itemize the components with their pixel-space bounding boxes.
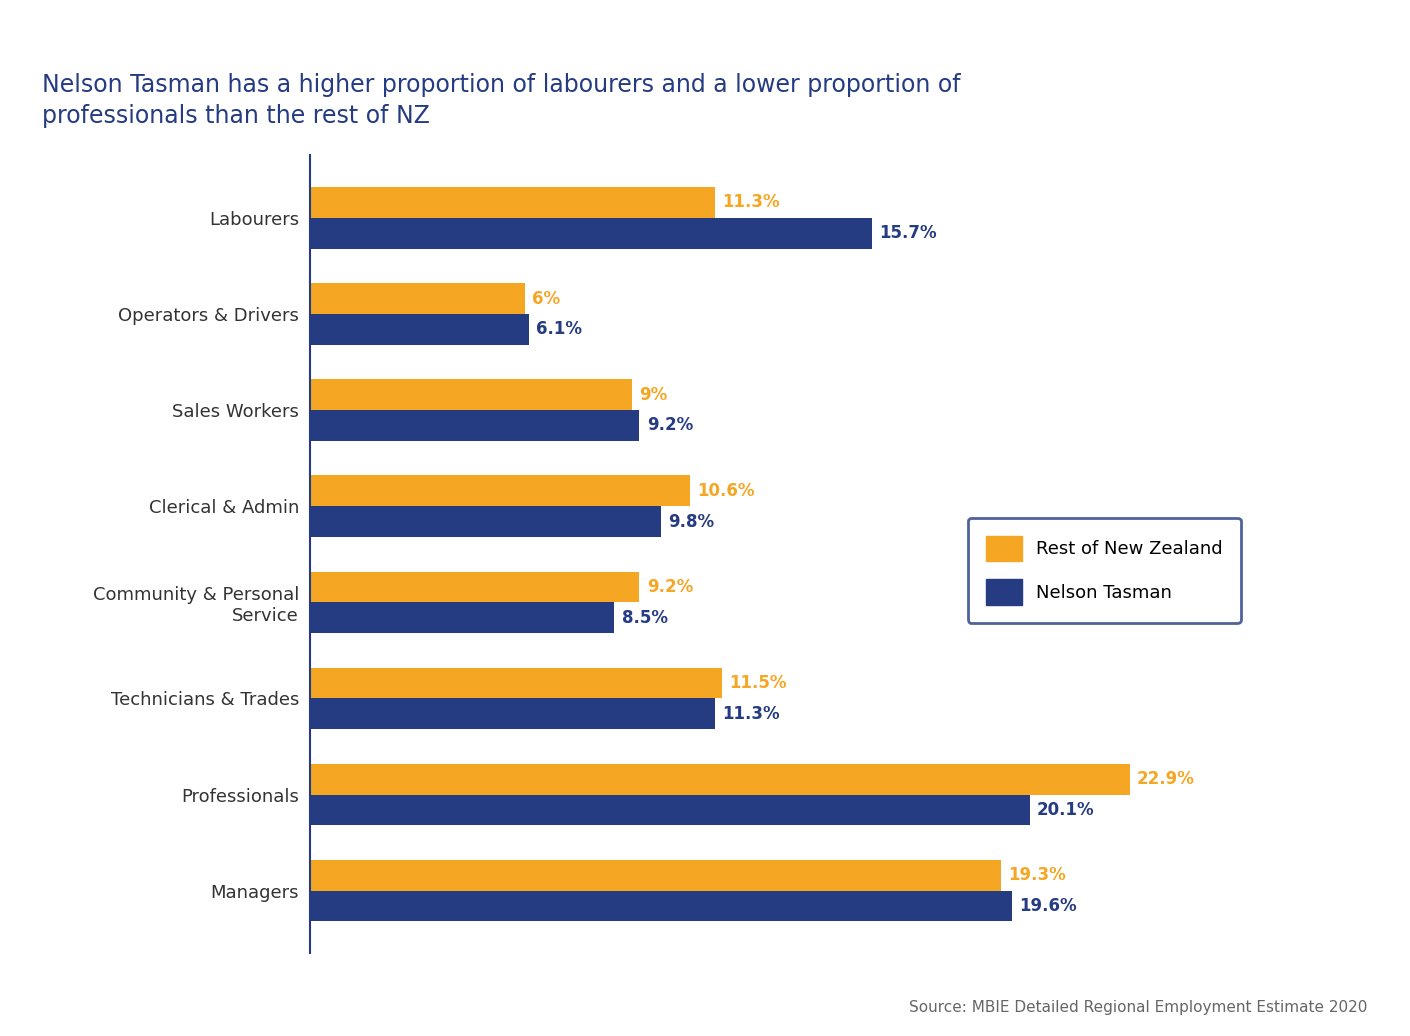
- Text: 19.6%: 19.6%: [1019, 897, 1076, 915]
- Bar: [310, 698, 715, 729]
- Text: 11.3%: 11.3%: [722, 704, 780, 723]
- Bar: [310, 476, 689, 507]
- Bar: [310, 795, 1029, 826]
- Text: 6%: 6%: [532, 290, 560, 308]
- Bar: [310, 667, 722, 698]
- Bar: [310, 410, 640, 441]
- Text: 22.9%: 22.9%: [1136, 770, 1194, 788]
- Text: 11.5%: 11.5%: [729, 674, 787, 692]
- Bar: [310, 891, 1012, 921]
- Text: 9%: 9%: [640, 385, 668, 404]
- Text: 6.1%: 6.1%: [536, 320, 582, 339]
- Text: 8.5%: 8.5%: [622, 609, 667, 627]
- Text: 11.3%: 11.3%: [722, 194, 780, 211]
- Bar: [310, 379, 632, 410]
- Text: Source: MBIE Detailed Regional Employment Estimate 2020: Source: MBIE Detailed Regional Employmen…: [909, 1001, 1368, 1015]
- Text: 19.3%: 19.3%: [1008, 866, 1066, 885]
- Text: 9.2%: 9.2%: [647, 578, 692, 596]
- Bar: [310, 188, 715, 218]
- Text: 9.2%: 9.2%: [647, 416, 692, 434]
- Legend: Rest of New Zealand, Nelson Tasman: Rest of New Zealand, Nelson Tasman: [967, 518, 1241, 623]
- Text: 10.6%: 10.6%: [697, 482, 754, 499]
- Bar: [310, 764, 1129, 795]
- Bar: [310, 218, 873, 249]
- Bar: [310, 572, 640, 602]
- Bar: [310, 314, 529, 345]
- Text: Nelson Tasman has a higher proportion of labourers and a lower proportion of
pro: Nelson Tasman has a higher proportion of…: [42, 73, 962, 128]
- Bar: [310, 283, 525, 314]
- Bar: [310, 860, 1001, 891]
- Text: 9.8%: 9.8%: [668, 513, 715, 530]
- Bar: [310, 507, 661, 537]
- Text: 20.1%: 20.1%: [1036, 801, 1094, 818]
- Bar: [310, 602, 615, 633]
- Text: 15.7%: 15.7%: [880, 224, 936, 242]
